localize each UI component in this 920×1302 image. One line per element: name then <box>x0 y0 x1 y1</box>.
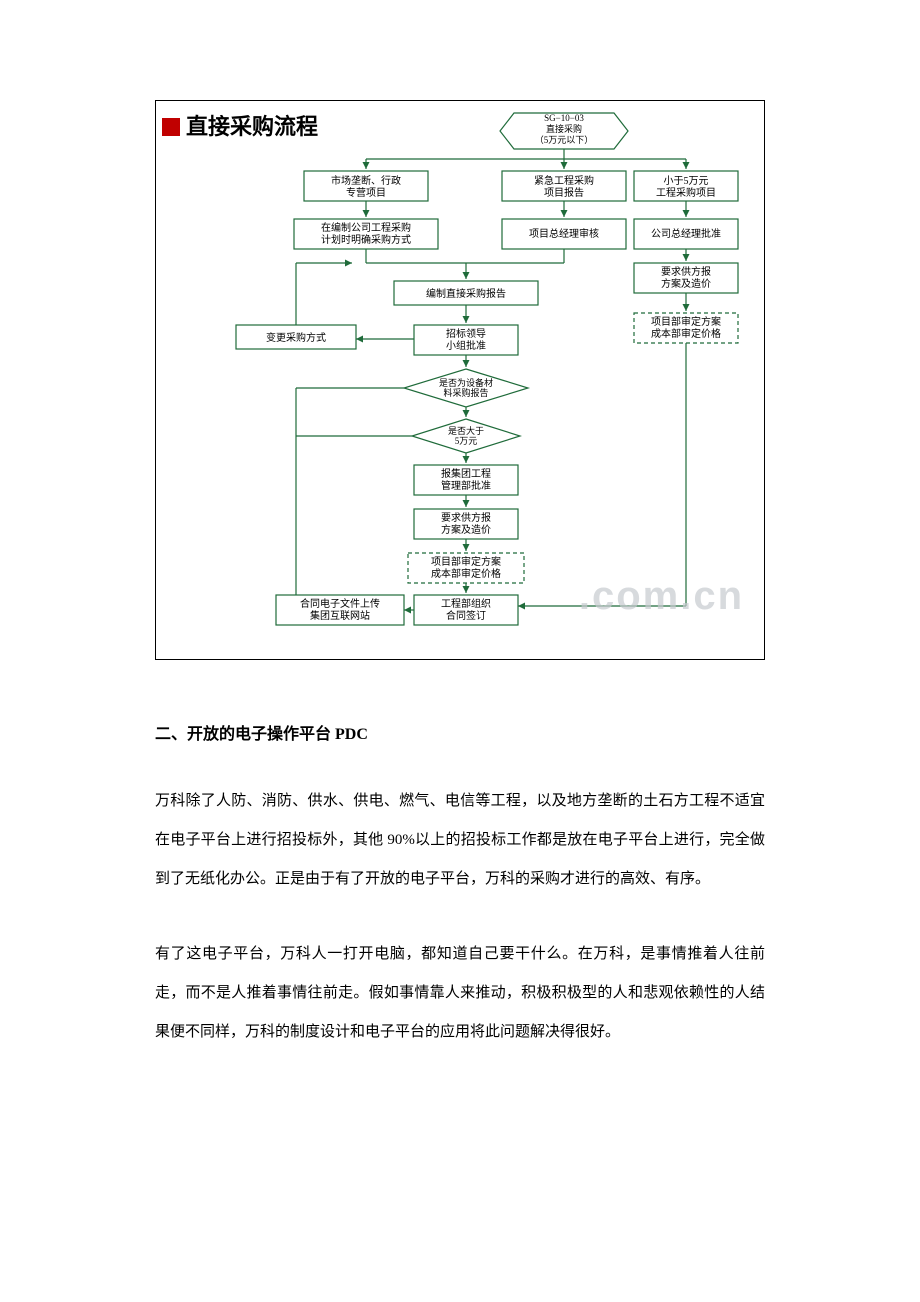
node-rev2: 成本部审定价格 <box>431 567 501 580</box>
node-d2b: 5万元 <box>455 436 478 446</box>
paragraph-2: 有了这电子平台，万科人一打开电脑，都知道自己要干什么。在万科，是事情推着人往前走… <box>155 935 765 1052</box>
node-c2a: 紧急工程采购 <box>534 174 594 187</box>
flowchart-svg: SG−10−03 直接采购 （5万元以下） 市场垄断、行政 专营项目 紧急工程采… <box>156 101 766 661</box>
node-rr2b: 成本部审定价格 <box>651 327 721 340</box>
node-d2a: 是否大于 <box>448 425 484 436</box>
node-start-l3: （5万元以下） <box>535 135 594 145</box>
node-gpa: 报集团工程 <box>441 467 491 480</box>
node-br: 编制直接采购报告 <box>426 287 506 300</box>
node-d1b: 料采购报告 <box>443 387 488 398</box>
node-c1b: 专营项目 <box>346 186 386 199</box>
node-reqb: 方案及造价 <box>441 523 491 536</box>
node-rr1a: 要求供方报 <box>661 265 711 278</box>
direct-procurement-flowchart: 直接采购流程 SG−10−03 直接采购 （5万元以下） 市场垄断、行政 专营项… <box>155 100 765 660</box>
node-signa: 工程部组织 <box>441 597 491 610</box>
node-upa: 合同电子文件上传 <box>300 597 380 610</box>
node-l1a: 在编制公司工程采购 <box>321 221 411 234</box>
node-d1a: 是否为设备材 <box>439 377 493 388</box>
node-start-l2: 直接采购 <box>546 123 582 134</box>
node-c2b: 项目报告 <box>544 186 584 199</box>
node-upb: 集团互联网站 <box>310 609 370 622</box>
node-change: 变更采购方式 <box>266 331 326 344</box>
node-signb: 合同签订 <box>446 609 486 622</box>
node-bida: 招标领导 <box>446 327 486 340</box>
node-rr2a: 项目部审定方案 <box>651 315 721 328</box>
node-rr1b: 方案及造价 <box>661 277 711 290</box>
paragraph-1: 万科除了人防、消防、供水、供电、燃气、电信等工程，以及地方垄断的土石方工程不适宜… <box>155 782 765 899</box>
node-r1: 公司总经理批准 <box>651 227 721 240</box>
node-bidb: 小组批准 <box>446 339 486 352</box>
node-reqa: 要求供方报 <box>441 511 491 524</box>
node-l1b: 计划时明确采购方式 <box>321 233 411 246</box>
node-c3a: 小于5万元 <box>664 175 709 187</box>
node-c1a: 市场垄断、行政 <box>331 174 401 187</box>
node-c3b: 工程采购项目 <box>656 186 716 199</box>
node-m1: 项目总经理审核 <box>529 227 599 240</box>
section-heading: 二、开放的电子操作平台 PDC <box>155 720 765 744</box>
node-gpb: 管理部批准 <box>441 479 491 492</box>
node-start-l1: SG−10−03 <box>544 113 584 123</box>
node-rev1: 项目部审定方案 <box>431 555 501 568</box>
